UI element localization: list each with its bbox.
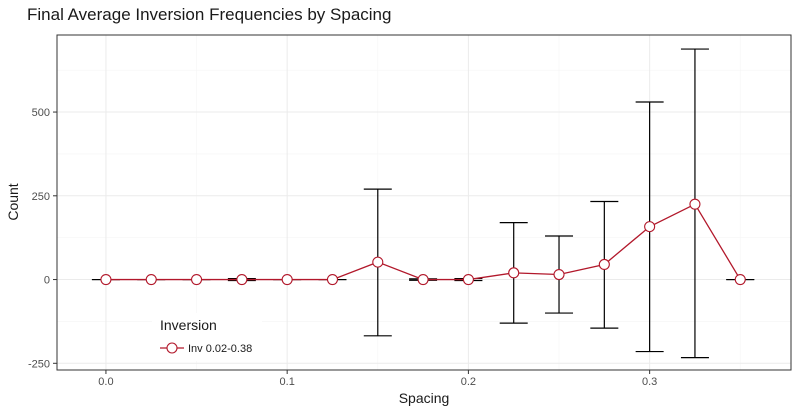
data-point bbox=[372, 256, 384, 268]
legend-title: Inversion bbox=[160, 317, 217, 333]
data-point bbox=[191, 273, 203, 286]
data-point bbox=[508, 267, 520, 279]
plot-border bbox=[56, 34, 792, 371]
y-tick-label: -250 bbox=[28, 358, 50, 370]
y-axis: -250 0 250 500 bbox=[28, 107, 57, 370]
data-point bbox=[734, 273, 746, 286]
data-point bbox=[326, 273, 339, 286]
data-point bbox=[462, 273, 474, 286]
data-point bbox=[281, 273, 293, 286]
y-tick-label: 0 bbox=[44, 275, 50, 287]
data-point bbox=[689, 198, 701, 210]
x-axis: 0.0 0.1 0.2 0.3 bbox=[98, 370, 657, 388]
x-tick-label: 0.2 bbox=[461, 376, 476, 388]
data-point bbox=[644, 221, 656, 233]
x-tick-label: 0.0 bbox=[98, 376, 113, 388]
x-tick-label: 0.3 bbox=[642, 376, 657, 388]
data-point bbox=[417, 273, 429, 286]
y-axis-title: Count bbox=[5, 183, 21, 220]
chart-title: Final Average Inversion Frequencies by S… bbox=[27, 5, 391, 24]
legend: Inversion Inv 0.02-0.38 bbox=[152, 313, 262, 361]
y-tick-label: 250 bbox=[32, 191, 50, 203]
x-axis-title: Spacing bbox=[399, 390, 450, 406]
data-point bbox=[236, 273, 248, 286]
legend-label: Inv 0.02-0.38 bbox=[188, 343, 252, 355]
data-point bbox=[145, 273, 157, 286]
data-points bbox=[100, 198, 746, 286]
data-point bbox=[553, 268, 565, 281]
data-point bbox=[100, 273, 112, 286]
x-tick-label: 0.1 bbox=[280, 376, 295, 388]
y-tick-label: 500 bbox=[32, 107, 50, 119]
legend-key-point bbox=[166, 342, 178, 354]
data-point bbox=[598, 258, 610, 271]
